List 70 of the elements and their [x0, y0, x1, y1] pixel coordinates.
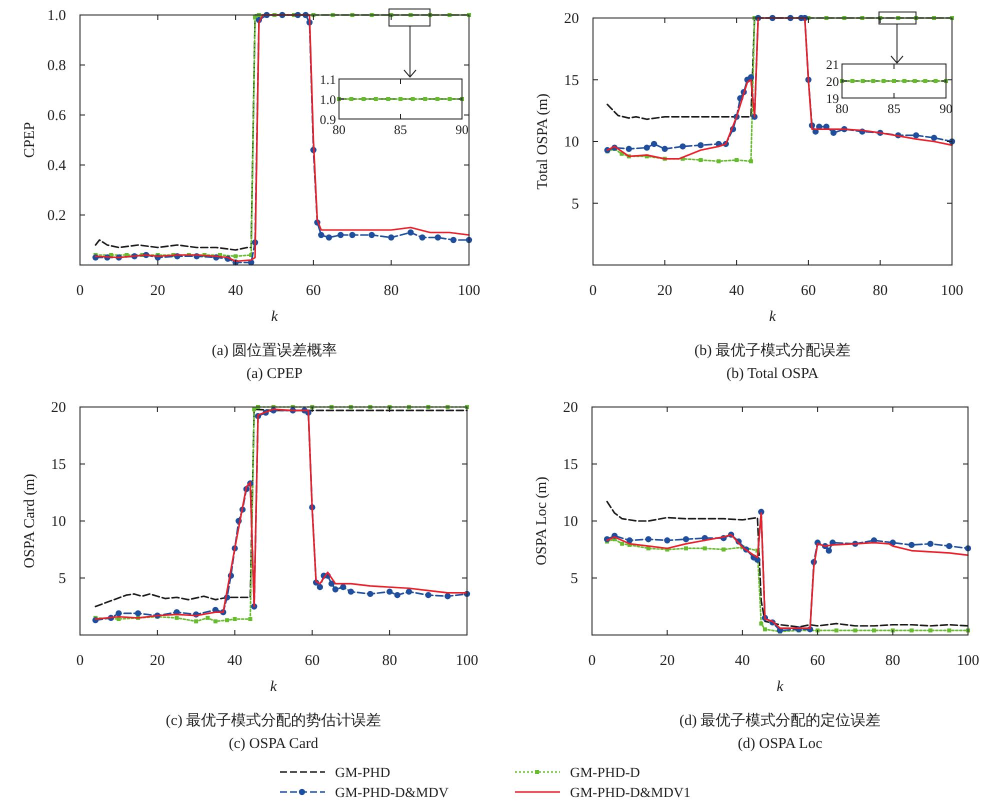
x-tick-label: 100: [940, 283, 964, 299]
y-tick-label: 20: [564, 11, 579, 27]
y-tick-label: 15: [564, 72, 579, 89]
x-tick-label: 60: [800, 283, 816, 299]
legend-label: GM-PHD-D&MDV1: [570, 786, 691, 801]
x-tick-label: 60: [304, 653, 320, 669]
y-tick-label: 0.4: [47, 158, 66, 174]
y-tick-label: 5: [570, 571, 578, 587]
y-tick-label: 20: [563, 400, 578, 416]
y-tick-label: 20: [826, 74, 839, 89]
x-tick-label: 0: [76, 283, 84, 299]
text: (a) CPEP: [246, 366, 303, 382]
y-tick-label: 19: [826, 91, 839, 106]
x-tick-label: 80: [885, 653, 900, 669]
x-axis-title: k: [271, 309, 278, 325]
x-tick-label: 100: [956, 653, 980, 669]
y-tick-label: 1.1: [320, 72, 336, 87]
x-tick-label: 0: [589, 283, 597, 299]
x-tick-label: 40: [729, 283, 744, 299]
text: (a) 圆位置误差概率: [212, 342, 338, 359]
y-tick-label: 0.6: [47, 108, 66, 124]
x-axis-title: k: [776, 679, 784, 695]
text: (c) 最优子模式分配的势估计误差: [166, 712, 382, 729]
y-axis-title: CPEP: [22, 122, 38, 158]
x-tick-label: 0: [76, 653, 84, 669]
x-tick-label: 40: [228, 283, 244, 299]
x-tick-label: 85: [888, 101, 900, 116]
text: (d) 最优子模式分配的定位误差: [679, 712, 881, 729]
x-tick-label: 40: [227, 653, 242, 669]
x-tick-label: 60: [306, 283, 321, 299]
x-axis-title: k: [270, 679, 278, 695]
y-tick-label: 0.9: [320, 112, 336, 127]
y-tick-label: 0.8: [47, 58, 66, 74]
x-tick-label: 80: [382, 653, 398, 669]
x-tick-label: 60: [810, 653, 826, 669]
x-tick-label: 100: [456, 653, 478, 669]
y-tick-label: 0.2: [47, 208, 66, 224]
y-axis-title: OSPA Card (m): [22, 474, 38, 568]
legend-label: GM-PHD-D&MDV: [335, 786, 449, 801]
x-tick-label: 20: [660, 653, 675, 669]
x-tick-label: 0: [588, 653, 596, 669]
y-tick-label: 20: [51, 400, 66, 416]
y-tick-label: 5: [572, 196, 579, 212]
legend-label: GM-PHD: [335, 766, 390, 781]
y-tick-label: 15: [563, 457, 578, 473]
x-tick-label: 80: [872, 283, 888, 299]
y-tick-label: 5: [58, 571, 66, 587]
x-tick-label: 20: [150, 653, 165, 669]
text: (c) OSPA Card: [228, 736, 319, 752]
y-tick-label: 10: [564, 134, 579, 150]
y-tick-label: 21: [826, 57, 839, 72]
x-tick-label: 20: [657, 283, 672, 299]
x-tick-label: 100: [458, 283, 480, 299]
x-tick-label: 80: [384, 283, 399, 299]
x-axis-title: k: [769, 309, 776, 325]
y-tick-label: 1.0: [47, 8, 66, 24]
legend-label: GM-PHD-D: [570, 766, 640, 781]
y-tick-label: 15: [51, 457, 66, 473]
text: (b) 最优子模式分配误差: [694, 342, 851, 359]
x-tick-label: 90: [456, 122, 468, 137]
y-axis-title: OSPA Loc (m): [534, 476, 550, 566]
y-tick-label: 10: [563, 514, 578, 530]
text: (b) Total OSPA: [726, 366, 819, 382]
x-tick-label: 40: [734, 653, 750, 669]
y-tick-label: 10: [51, 514, 66, 530]
text: (d) OSPA Loc: [738, 736, 823, 752]
x-tick-label: 85: [394, 122, 407, 137]
y-tick-label: 1.0: [320, 92, 336, 107]
y-axis-title: Total OSPA (m): [535, 94, 551, 190]
x-tick-label: 20: [150, 283, 166, 299]
